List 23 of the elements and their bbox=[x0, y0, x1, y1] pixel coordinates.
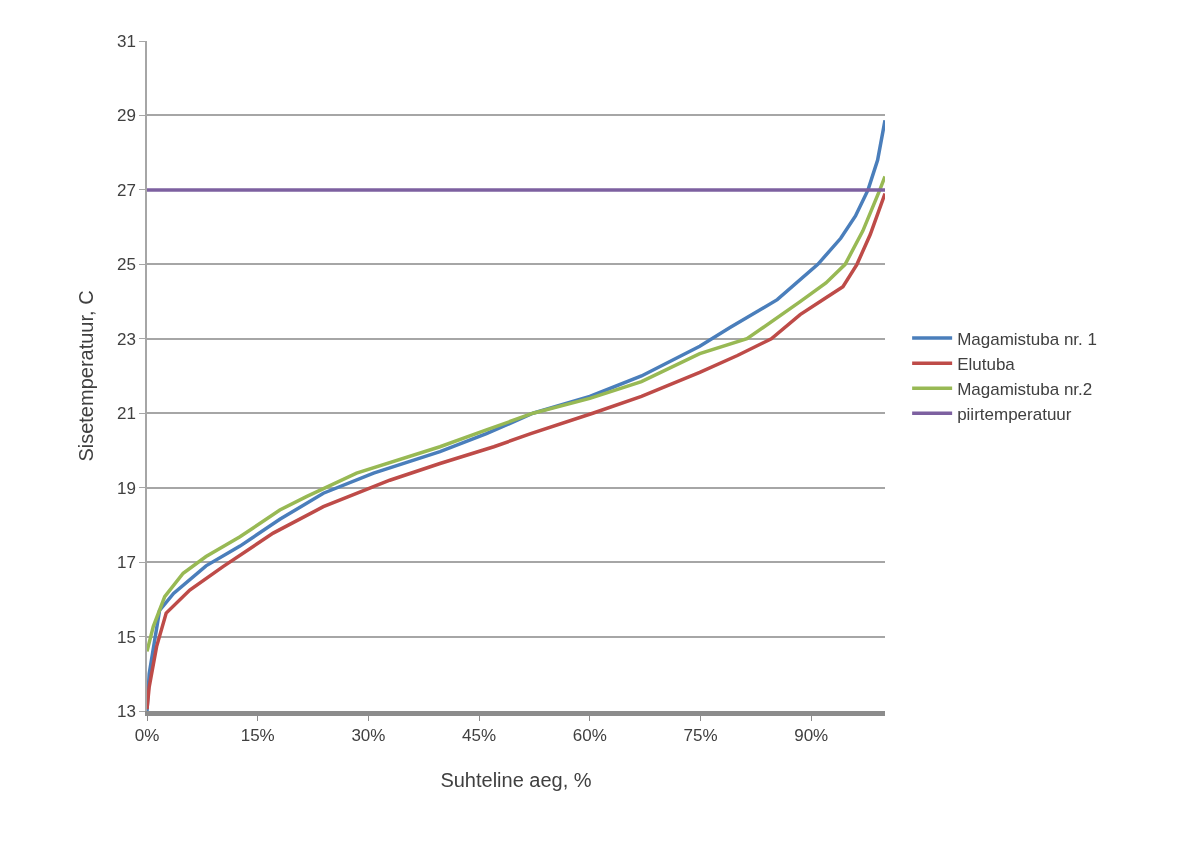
x-tick-label: 30% bbox=[351, 726, 386, 746]
legend-label: Magamistuba nr. 1 bbox=[957, 329, 1097, 349]
y-tick-label: 15 bbox=[116, 627, 136, 647]
legend-label: piirtemperatuur bbox=[957, 404, 1072, 424]
x-tick-label: 90% bbox=[794, 726, 829, 746]
y-tick-label: 25 bbox=[116, 255, 136, 275]
x-axis-title: Suhteline aeg, % bbox=[440, 768, 592, 791]
legend-label: Magamistuba nr.2 bbox=[957, 379, 1093, 399]
x-tick-label: 15% bbox=[240, 726, 275, 746]
y-axis-title: Sisetemperatuur, C bbox=[74, 290, 97, 462]
y-tick-label: 29 bbox=[116, 106, 136, 126]
x-tick-label: 75% bbox=[683, 726, 718, 746]
x-tick-label: 60% bbox=[572, 726, 607, 746]
y-tick-label: 27 bbox=[116, 180, 136, 200]
y-tick-label: 21 bbox=[116, 404, 136, 424]
y-tick-label: 23 bbox=[116, 329, 136, 349]
y-tick-label: 17 bbox=[116, 553, 136, 573]
x-tick-label: 0% bbox=[134, 726, 160, 746]
y-tick-label: 13 bbox=[116, 701, 136, 721]
y-tick-label: 19 bbox=[116, 478, 136, 498]
legend-label: Elutuba bbox=[957, 354, 1016, 374]
x-tick-label: 45% bbox=[462, 726, 497, 746]
y-tick-label: 31 bbox=[116, 31, 136, 51]
